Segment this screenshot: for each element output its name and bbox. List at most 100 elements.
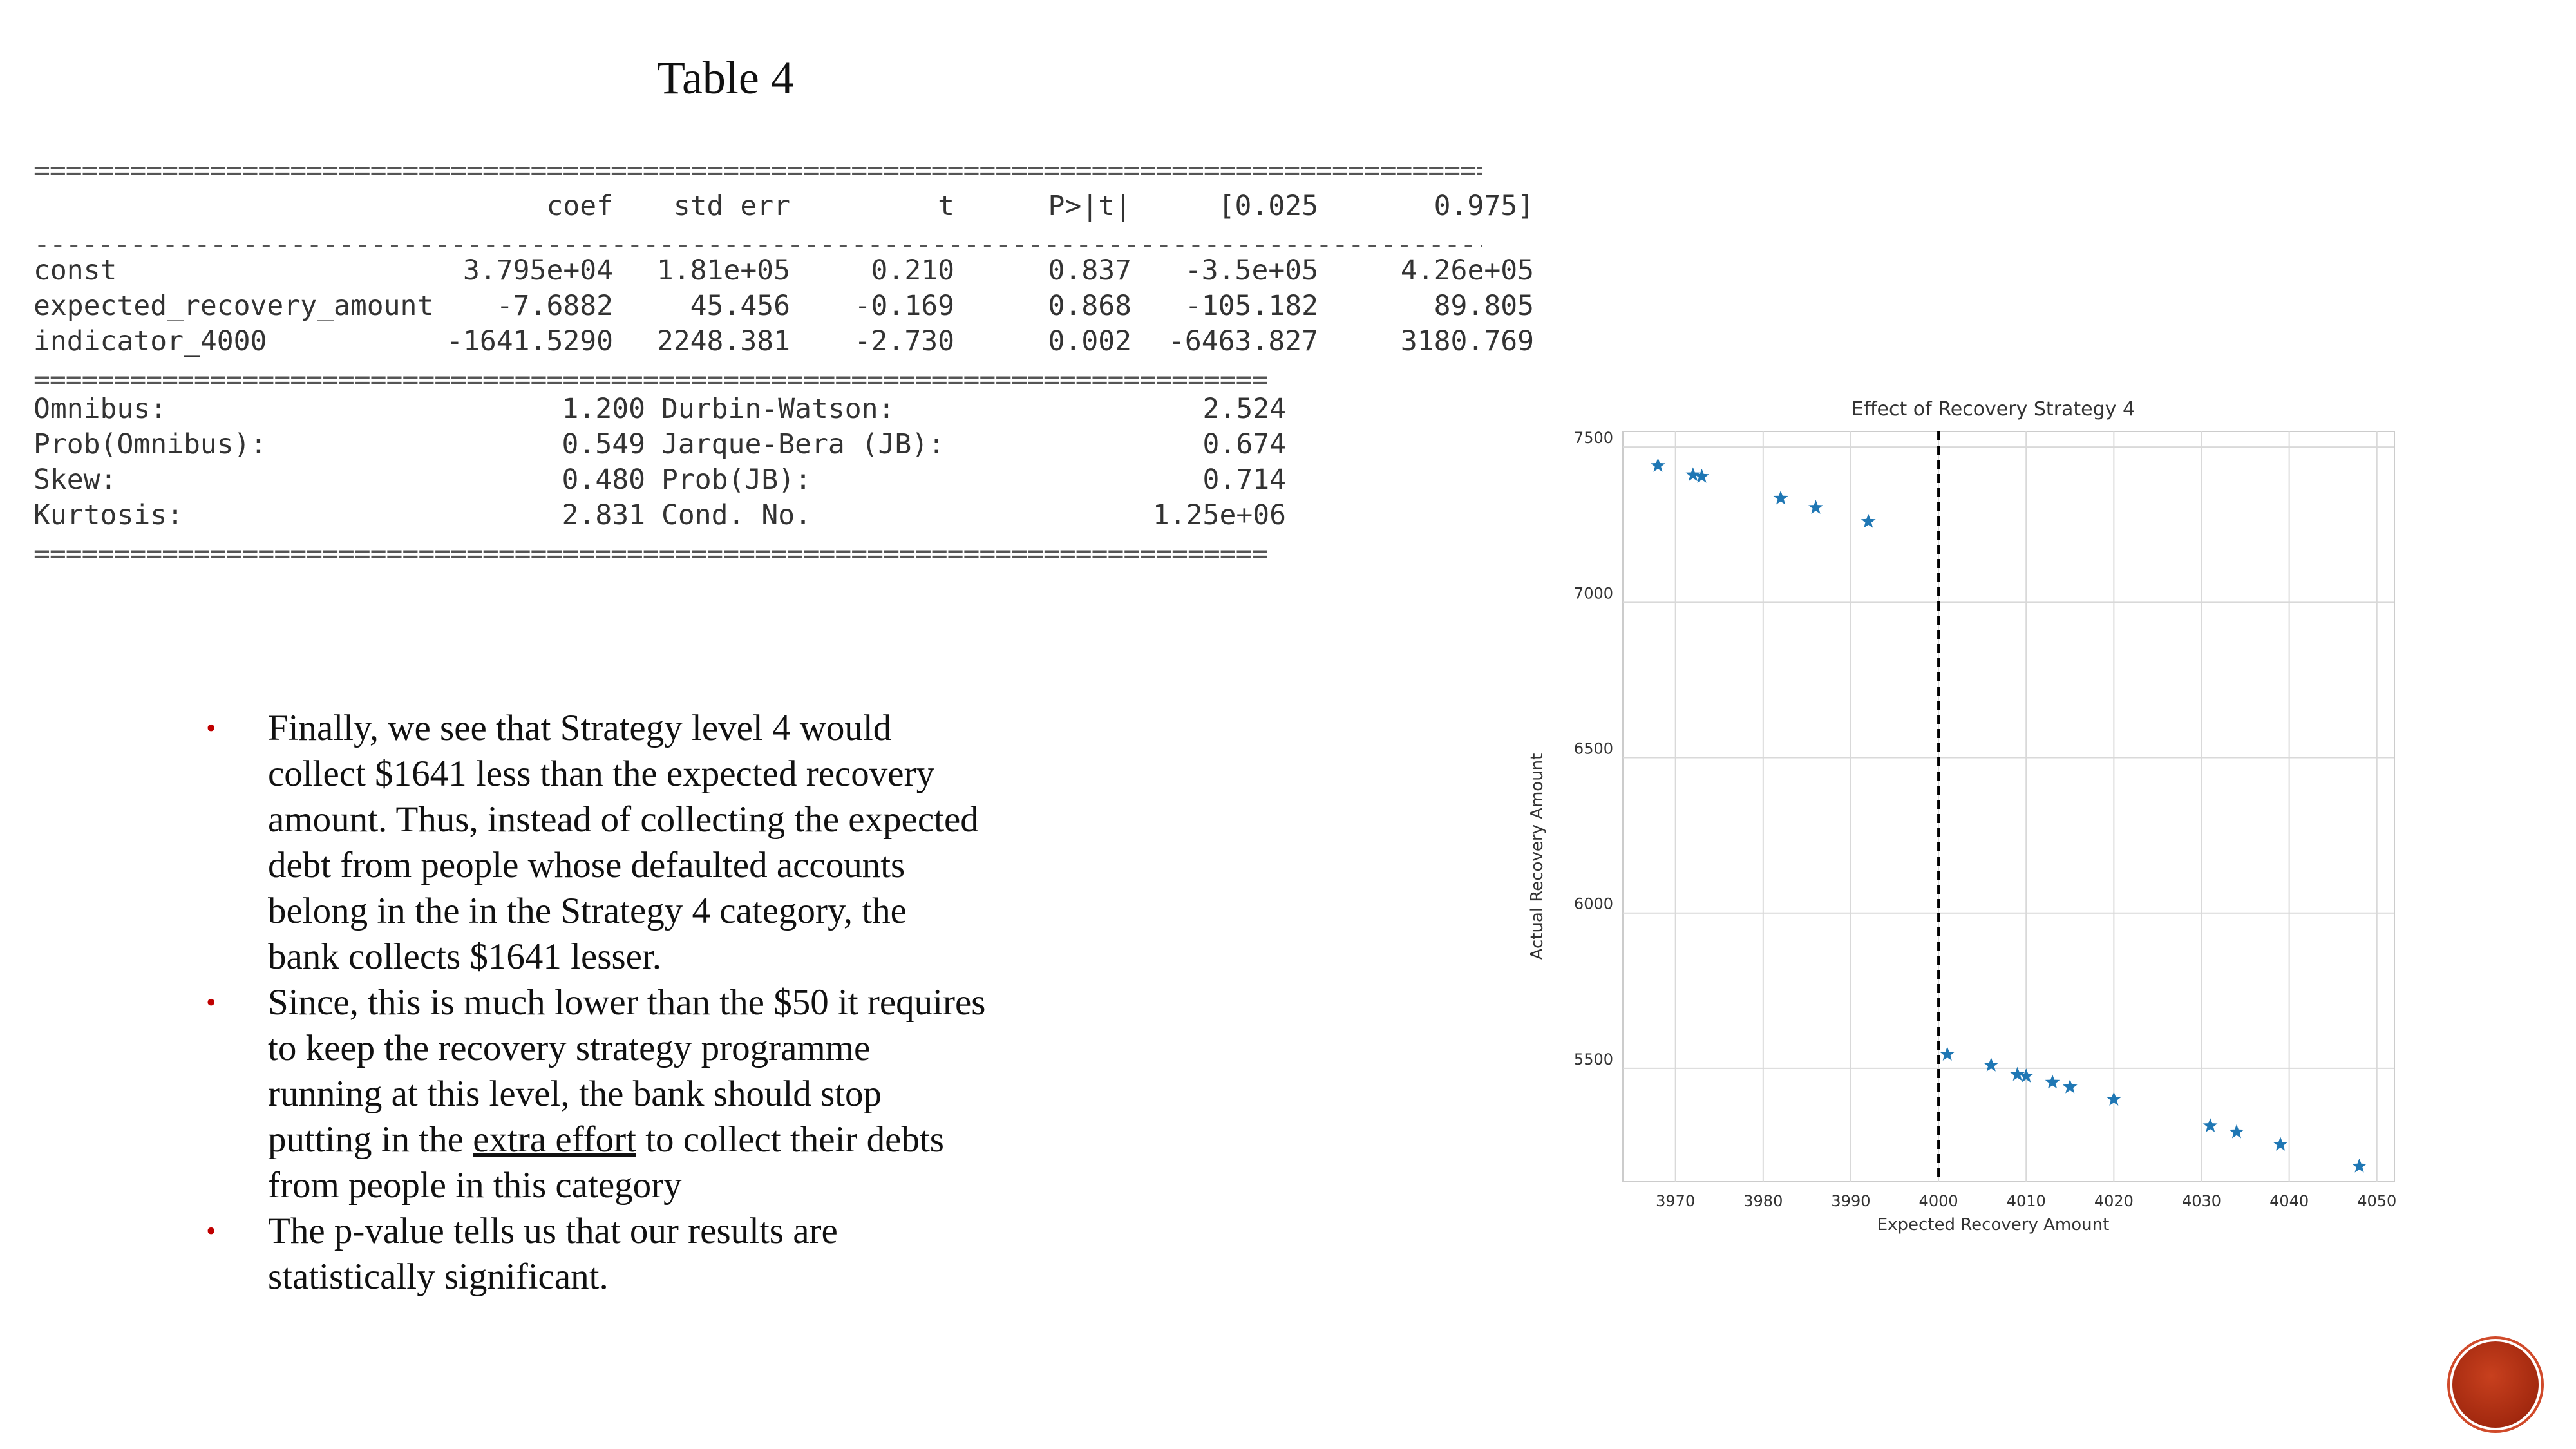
data-point bbox=[2352, 1158, 2367, 1173]
bullet-line: amount. Thus, instead of collecting the … bbox=[268, 799, 979, 840]
bullet-line: to keep the recovery strategy programme bbox=[268, 1028, 871, 1068]
regression-table: ========================================… bbox=[33, 155, 1534, 573]
bullet-line: belong in the in the Strategy 4 category… bbox=[268, 891, 907, 931]
separator-double: ========================================… bbox=[33, 155, 1482, 187]
data-point bbox=[1940, 1046, 1955, 1061]
x-tick-label: 3990 bbox=[1831, 1192, 1870, 1210]
cell-ci-high: 89.805 bbox=[1434, 290, 1534, 322]
cell-coef: 3.795e+04 bbox=[463, 254, 613, 287]
bullet-line: from people in this category bbox=[268, 1165, 682, 1206]
data-point bbox=[1651, 458, 1665, 472]
cell-t: 0.210 bbox=[871, 254, 954, 287]
cell-ci-high: 4.26e+05 bbox=[1400, 254, 1534, 287]
extra-effort-link[interactable]: extra effort bbox=[473, 1119, 636, 1160]
bullet-line: putting in the extra effort to collect t… bbox=[268, 1117, 1159, 1162]
stat-label: Prob(Omnibus): bbox=[33, 428, 267, 460]
header-pvalue: P>|t| bbox=[1048, 190, 1132, 222]
data-point bbox=[1984, 1057, 1999, 1072]
x-tick-label: 4020 bbox=[2094, 1192, 2134, 1210]
bullet-item: • The p-value tells us that our results … bbox=[193, 1208, 1159, 1300]
x-tick-label: 3980 bbox=[1743, 1192, 1783, 1210]
x-tick-label: 4030 bbox=[2182, 1192, 2221, 1210]
bullet-list: • Finally, we see that Strategy level 4 … bbox=[193, 705, 1159, 1300]
slide-title: Table 4 bbox=[657, 52, 794, 104]
stat-label: Omnibus: bbox=[33, 393, 167, 425]
header-coef: coef bbox=[546, 190, 613, 222]
cell-std-err: 1.81e+05 bbox=[656, 254, 790, 287]
bullet-line: Since, this is much lower than the $50 i… bbox=[268, 982, 986, 1023]
bullet-item: • Finally, we see that Strategy level 4 … bbox=[193, 705, 1159, 980]
stat-value: 0.714 bbox=[1202, 464, 1286, 496]
cell-ci-low: -3.5e+05 bbox=[1184, 254, 1318, 287]
stat-value: 1.25e+06 bbox=[1152, 499, 1286, 531]
bullet-line: debt from people whose defaulted account… bbox=[268, 845, 905, 886]
row-name: indicator_4000 bbox=[33, 325, 267, 357]
data-point bbox=[1861, 513, 1876, 528]
separator-double: ========================================… bbox=[33, 538, 1267, 570]
stat-value: 0.674 bbox=[1202, 428, 1286, 460]
data-point bbox=[2107, 1092, 2121, 1106]
cell-pvalue: 0.002 bbox=[1048, 325, 1132, 357]
stat-value: 1.200 bbox=[562, 393, 645, 425]
y-tick-label: 7500 bbox=[1574, 429, 1613, 447]
data-point bbox=[2045, 1074, 2060, 1089]
bullet-text: putting in the bbox=[268, 1119, 473, 1160]
cell-t: -2.730 bbox=[854, 325, 954, 357]
header-std-err: std err bbox=[673, 190, 790, 222]
stat-value: 0.549 bbox=[562, 428, 645, 460]
data-point bbox=[2202, 1118, 2218, 1132]
chart-title: Effect of Recovery Strategy 4 bbox=[1852, 398, 2135, 421]
stat-label: Skew: bbox=[33, 464, 117, 496]
header-ci-high: 0.975] bbox=[1434, 190, 1534, 222]
x-tick-label: 3970 bbox=[1656, 1192, 1695, 1210]
cell-std-err: 45.456 bbox=[690, 290, 790, 322]
bullet-dot-icon: • bbox=[206, 1215, 216, 1247]
y-tick-label: 6000 bbox=[1574, 895, 1613, 913]
stat-label: Jarque-Bera (JB): bbox=[661, 428, 945, 460]
stat-value: 0.480 bbox=[562, 464, 645, 496]
plot-frame bbox=[1622, 431, 2395, 1182]
cell-coef: -7.6882 bbox=[496, 290, 613, 322]
data-point bbox=[1685, 467, 1701, 482]
bullet-line: The p-value tells us that our results ar… bbox=[268, 1211, 838, 1251]
data-point bbox=[2018, 1068, 2034, 1083]
corner-badge-icon bbox=[2447, 1336, 2544, 1433]
data-point bbox=[1808, 500, 1823, 514]
cell-ci-high: 3180.769 bbox=[1400, 325, 1534, 357]
cell-t: -0.169 bbox=[854, 290, 954, 322]
separator-double: ========================================… bbox=[33, 364, 1267, 396]
stat-value: 2.524 bbox=[1202, 393, 1286, 425]
y-tick-label: 7000 bbox=[1574, 584, 1613, 602]
bullet-line: Finally, we see that Strategy level 4 wo… bbox=[268, 708, 892, 748]
data-point bbox=[2062, 1079, 2078, 1094]
data-point bbox=[2273, 1137, 2288, 1151]
plot-area: 3970 3980 3990 4000 4010 4020 4030 4040 4050 5500… bbox=[1574, 429, 2396, 1210]
cell-coef: -1641.5290 bbox=[446, 325, 613, 357]
bullet-line: running at this level, the bank should s… bbox=[268, 1074, 882, 1114]
cell-ci-low: -6463.827 bbox=[1168, 325, 1318, 357]
data-point bbox=[1694, 468, 1709, 483]
bullet-line: statistically significant. bbox=[268, 1256, 609, 1297]
row-name: const bbox=[33, 254, 117, 287]
y-tick-label: 6500 bbox=[1574, 740, 1613, 758]
x-axis-label: Expected Recovery Amount bbox=[1877, 1215, 2110, 1235]
y-axis-label: Actual Recovery Amount bbox=[1528, 753, 1547, 960]
data-point bbox=[2229, 1124, 2244, 1139]
badge-inner bbox=[2452, 1341, 2539, 1428]
stat-label: Kurtosis: bbox=[33, 499, 184, 531]
x-tick-label: 4050 bbox=[2357, 1192, 2396, 1210]
stat-label: Durbin-Watson: bbox=[661, 393, 895, 425]
row-name: expected_recovery_amount bbox=[33, 290, 434, 322]
scatter-chart: Effect of Recovery Strategy 4 Expected R… bbox=[1528, 398, 2396, 1235]
cell-pvalue: 0.837 bbox=[1048, 254, 1132, 287]
data-point bbox=[2010, 1066, 2025, 1081]
x-tick-label: 4010 bbox=[2007, 1192, 2046, 1210]
y-tick-label: 5500 bbox=[1574, 1050, 1613, 1068]
stat-label: Cond. No. bbox=[661, 499, 811, 531]
cell-pvalue: 0.868 bbox=[1048, 290, 1132, 322]
bullet-item: • Since, this is much lower than the $50… bbox=[193, 980, 1159, 1208]
stat-label: Prob(JB): bbox=[661, 464, 811, 496]
x-tick-label: 4000 bbox=[1919, 1192, 1958, 1210]
bullet-dot-icon: • bbox=[206, 987, 216, 1018]
x-tick-label: 4040 bbox=[2269, 1192, 2309, 1210]
